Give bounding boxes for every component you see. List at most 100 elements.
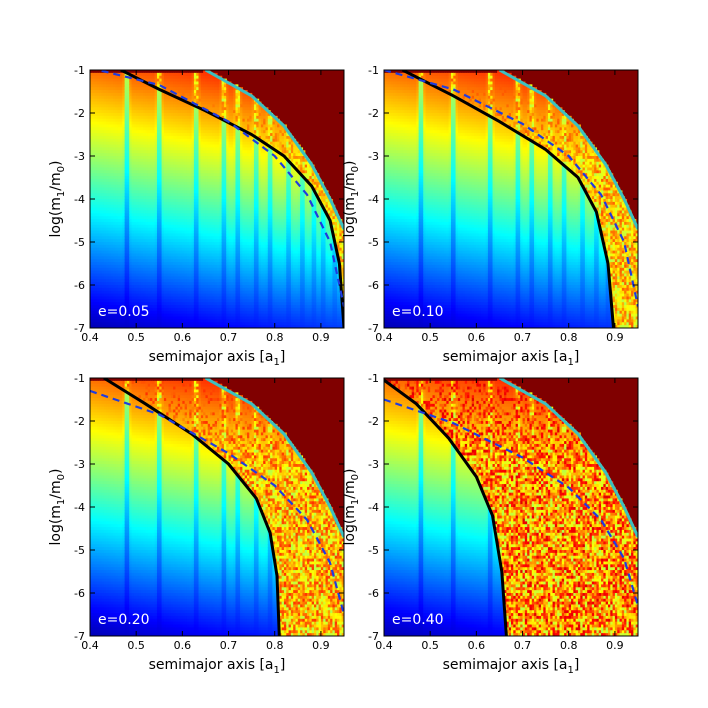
heatmap-cell (126, 190, 130, 194)
heatmap-cell (186, 273, 190, 277)
heatmap-cell (196, 210, 200, 214)
heatmap-cell (101, 253, 105, 257)
heatmap-cell (203, 302, 207, 306)
heatmap-cell (186, 167, 190, 171)
heatmap-cell (152, 153, 156, 157)
heatmap-cell (217, 104, 220, 108)
heatmap-cell (184, 72, 188, 77)
heatmap-cell (140, 262, 144, 266)
heatmap-cell (147, 130, 151, 134)
heatmap-cell (196, 81, 200, 85)
heatmap-cell (120, 193, 123, 197)
heatmap-cell (129, 207, 133, 212)
heatmap-cell (207, 322, 211, 326)
heatmap-cell (138, 207, 142, 212)
heatmap-cell (203, 322, 207, 326)
heatmap-cell (156, 293, 160, 298)
heatmap-cell (122, 72, 126, 77)
heatmap-cell (203, 72, 207, 77)
heatmap-cell (210, 156, 213, 160)
heatmap-cell (113, 95, 116, 100)
heatmap-cell (124, 141, 128, 146)
heatmap-cell (136, 270, 140, 275)
heatmap-cell (203, 164, 207, 169)
heatmap-cell (90, 230, 93, 234)
heatmap-cell (159, 310, 163, 315)
heatmap-cell (166, 221, 170, 226)
heatmap-cell (166, 130, 170, 134)
heatmap-cell (175, 264, 179, 269)
heatmap-cell (106, 84, 110, 88)
heatmap-cell (122, 178, 126, 183)
heatmap-cell (214, 316, 218, 320)
heatmap-cell (170, 316, 174, 320)
heatmap-cell (175, 173, 179, 177)
heatmap-cell (159, 107, 163, 111)
heatmap-cell (133, 273, 137, 277)
heatmap-cell (173, 316, 177, 320)
heatmap-cell (205, 264, 209, 269)
heatmap-cell (101, 242, 105, 246)
heatmap-cell (217, 325, 220, 328)
heatmap-cell (173, 92, 177, 97)
heatmap-cell (108, 90, 112, 94)
heatmap-cell (168, 75, 172, 80)
heatmap-cell (193, 124, 197, 128)
heatmap-cell (154, 199, 158, 203)
heatmap-cell (217, 316, 220, 320)
heatmap-cell (129, 230, 133, 234)
heatmap-cell (203, 135, 207, 140)
heatmap-cell (175, 219, 179, 223)
heatmap-cell (193, 127, 197, 131)
heatmap-cell (140, 279, 144, 283)
heatmap-cell (180, 221, 183, 226)
heatmap-cell (182, 193, 186, 197)
heatmap-cell (129, 98, 133, 103)
heatmap-cell (189, 167, 193, 171)
heatmap-cell (117, 181, 121, 186)
heatmap-cell (180, 242, 183, 246)
heatmap-cell (207, 135, 211, 140)
heatmap-cell (136, 282, 140, 286)
heatmap-cell (129, 178, 133, 183)
heatmap-cell (101, 201, 105, 206)
heatmap-cell (152, 239, 156, 243)
heatmap-cell (205, 230, 209, 234)
heatmap-cell (96, 239, 100, 243)
heatmap-cell (152, 267, 156, 272)
heatmap-cell (122, 313, 126, 318)
heatmap-cell (90, 173, 93, 177)
heatmap-cell (106, 244, 110, 249)
heatmap-cell (182, 250, 186, 255)
heatmap-cell (214, 313, 218, 318)
heatmap-cell (184, 147, 188, 151)
heatmap-cell (150, 153, 153, 157)
heatmap-cell (184, 170, 188, 174)
heatmap-cell (161, 190, 165, 194)
heatmap-cell (168, 141, 172, 146)
heatmap-cell (90, 221, 93, 226)
heatmap-cell (99, 213, 103, 217)
heatmap-cell (96, 319, 100, 323)
heatmap-cell (145, 319, 149, 323)
heatmap-cell (173, 302, 177, 306)
heatmap-cell (214, 242, 218, 246)
heatmap-cell (131, 121, 135, 126)
heatmap-cell (198, 207, 202, 212)
heatmap-cell (126, 161, 130, 166)
heatmap-cell (117, 259, 121, 263)
heatmap-cell (217, 167, 220, 171)
heatmap-cell (94, 207, 98, 212)
heatmap-cell (129, 250, 133, 255)
heatmap-cell (124, 313, 128, 318)
heatmap-cell (205, 267, 209, 272)
heatmap-cell (145, 259, 149, 263)
heatmap-cell (101, 282, 105, 286)
heatmap-cell (193, 184, 197, 189)
heatmap-cell (101, 290, 105, 295)
heatmap-cell (108, 244, 112, 249)
heatmap-cell (138, 201, 142, 206)
heatmap-cell (198, 75, 202, 80)
heatmap-cell (138, 178, 142, 183)
heatmap-cell (94, 167, 98, 171)
